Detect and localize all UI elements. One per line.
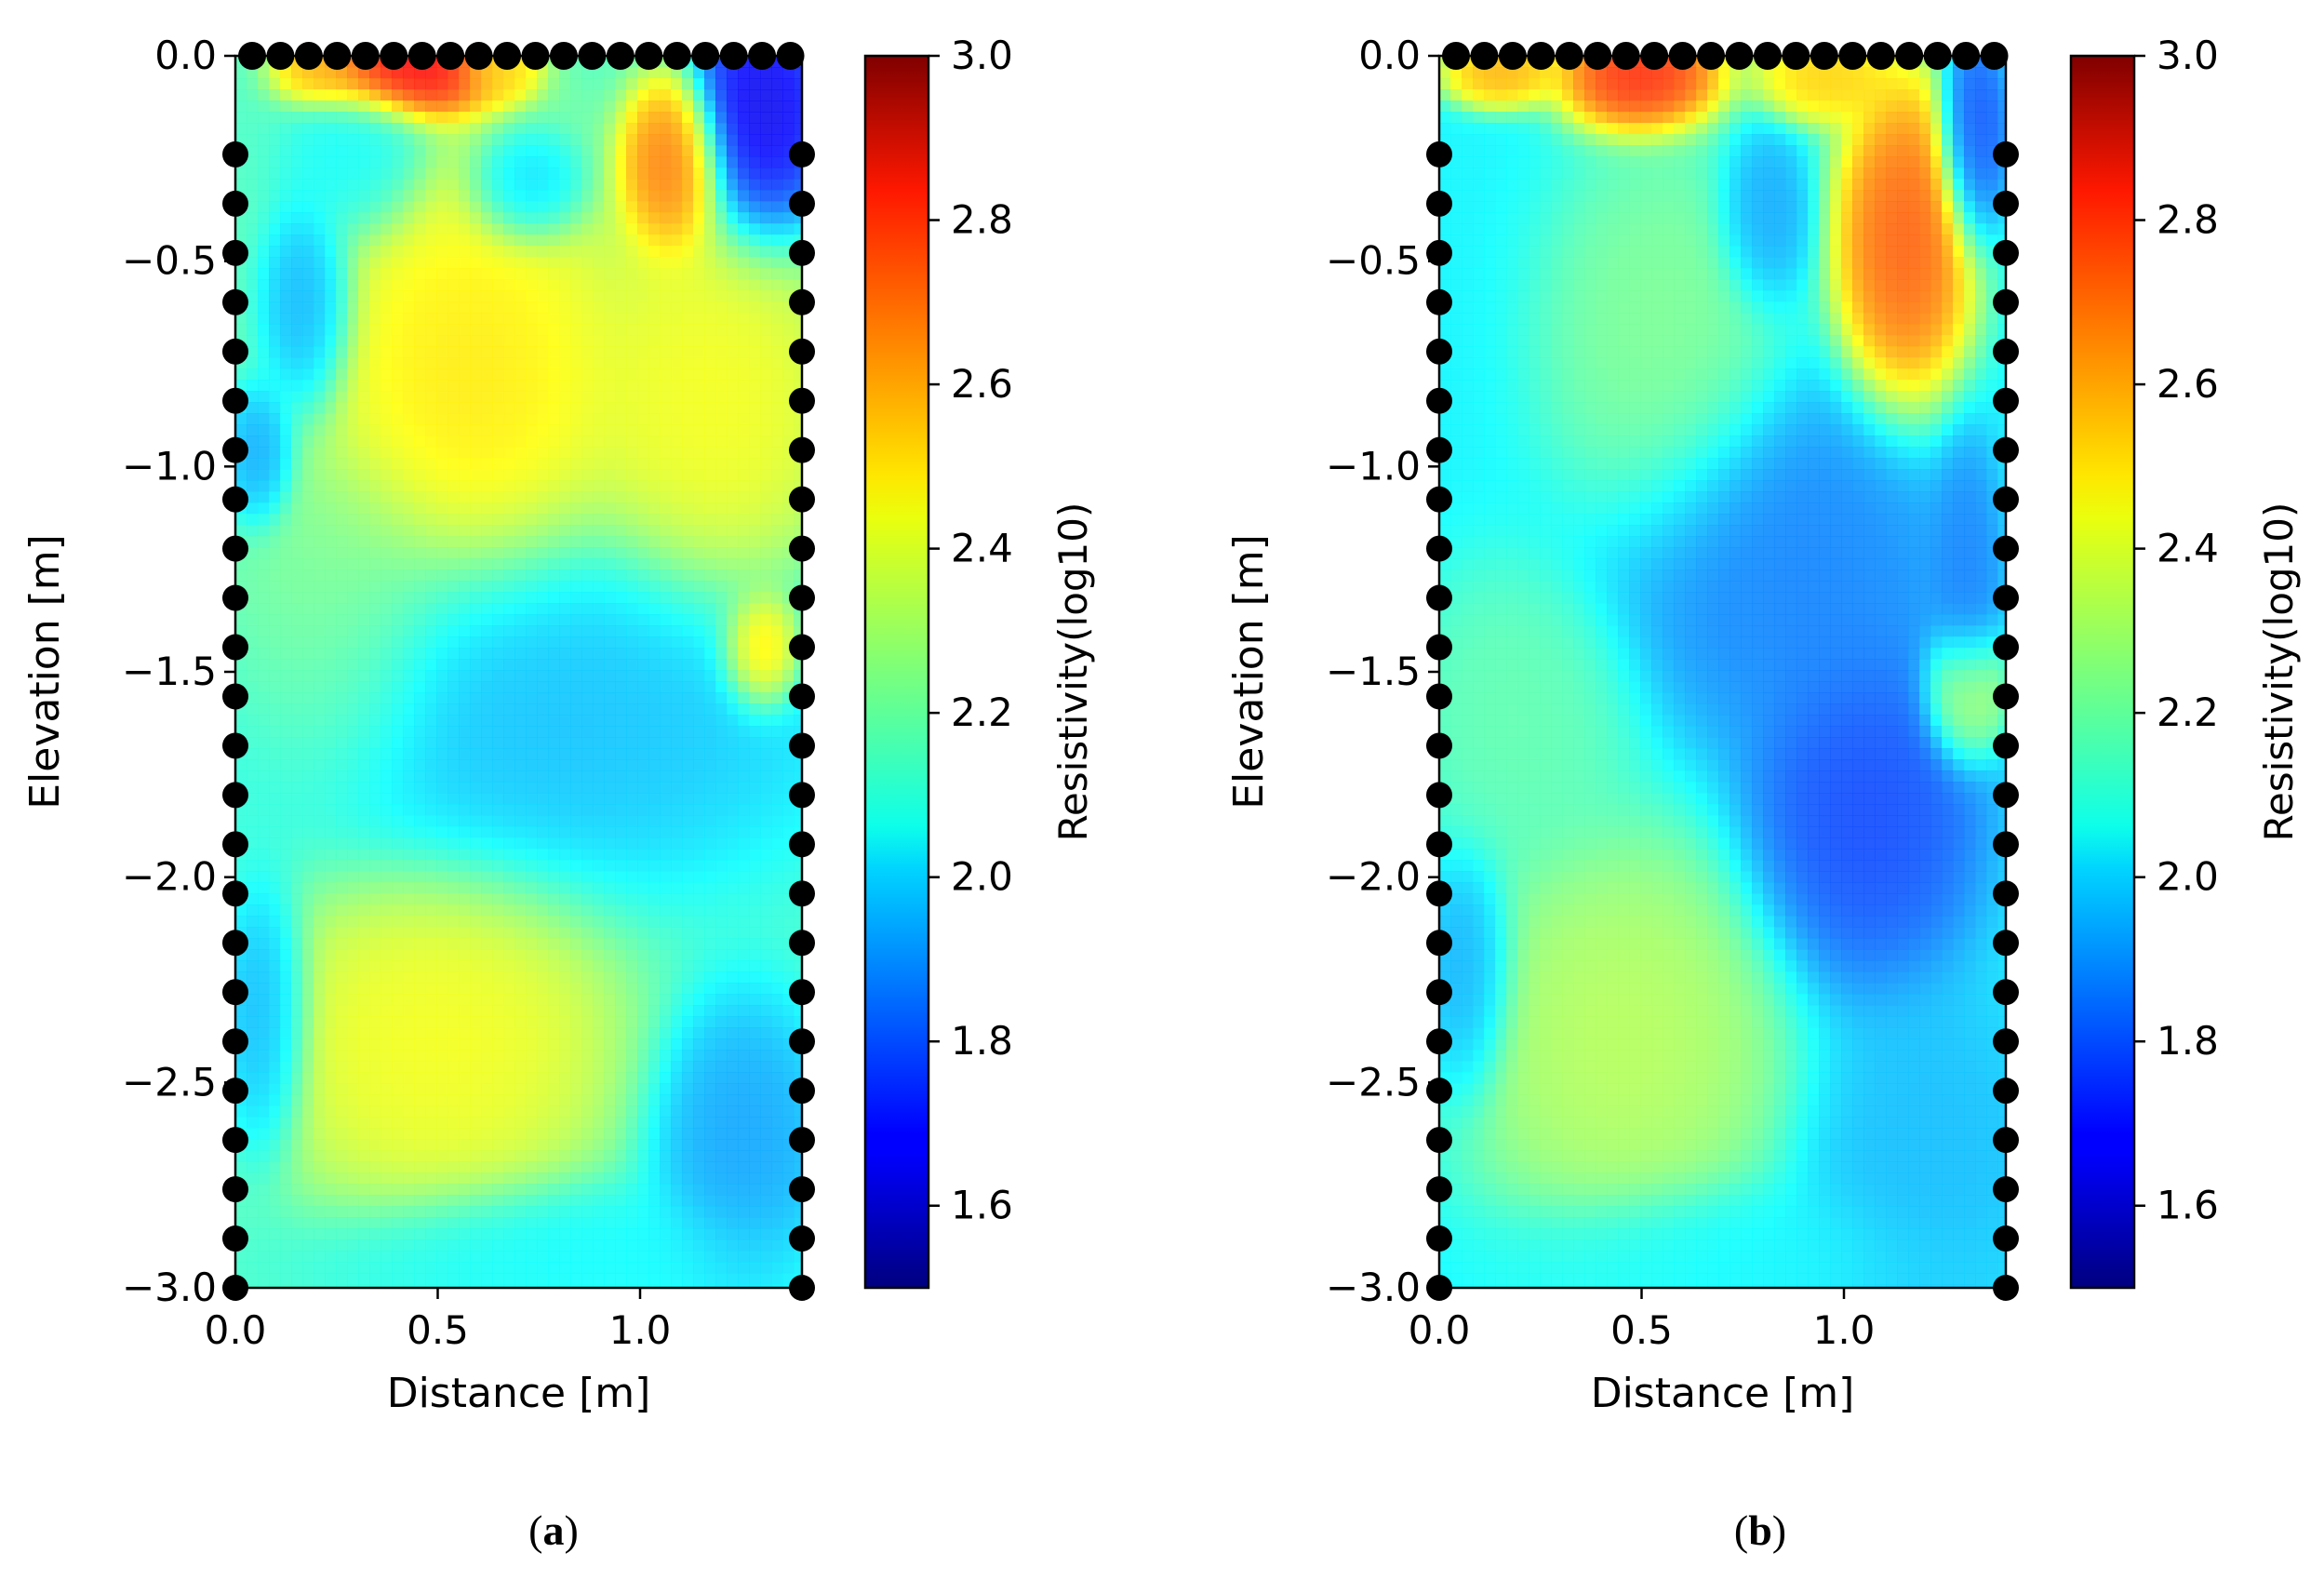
x-tick-label: 0.0 [205,1307,267,1353]
colorbar: 1.6 1.8 2.0 2.2 2.4 2.6 2.8 3.0 Resistivity(log1… [2069,33,2302,1290]
colorbar-gradient [863,54,930,1290]
colorbar-gradient [2069,54,2136,1290]
colorbar-tick-label: 2.4 [951,526,1013,571]
x-axis-label: Distance [m] [387,1370,651,1417]
y-axis-label: Elevation [m] [21,534,69,810]
y-tick-label: −1.5 [122,649,217,694]
colorbar-tick-label: 2.0 [951,854,1013,900]
colorbar-tick-label: 1.6 [951,1183,1013,1228]
y-tick-label: −3.0 [122,1265,217,1310]
x-tick-label: 0.0 [1409,1307,1471,1353]
panel-a: 0.0−0.5−1.0−1.5−2.0−2.5−3.00.0 0.5 1.0Dist… [21,33,1096,1417]
panel-b: 0.0−0.5−1.0−1.5−2.0−2.5−3.00.0 0.5 1.0Dist… [1225,33,2302,1417]
colorbar-tick-label: 2.8 [2157,197,2219,243]
colorbar-tick-label: 1.6 [2157,1183,2219,1228]
y-tick-label: −2.5 [122,1059,217,1105]
colorbar-tick-label: 3.0 [2157,33,2219,78]
colorbar-tick-label: 2.0 [2157,854,2219,900]
x-tick-label: 0.5 [407,1307,469,1353]
colorbar-label: Resistivity(log10) [1050,502,1096,842]
y-tick-label: −2.0 [1326,854,1421,900]
x-tick-label: 0.5 [1610,1307,1673,1353]
colorbar-tick-label: 2.4 [2157,526,2219,571]
colorbar-tick-label: 2.2 [2157,690,2219,735]
panel-caption-a: (a) [528,1506,579,1554]
y-tick-label: −0.5 [1326,238,1421,284]
colorbar-tick-label: 3.0 [951,33,1013,78]
y-axis-label: Elevation [m] [1225,534,1273,810]
colorbar-tick-label: 1.8 [2157,1018,2219,1064]
panel-caption-b: (b) [1733,1506,1787,1554]
y-tick-label: −1.5 [1326,649,1421,694]
y-tick-label: 0.0 [1358,33,1421,78]
x-axis-label: Distance [m] [1591,1370,1855,1417]
colorbar-tick-label: 2.8 [951,197,1013,243]
x-tick-label: 1.0 [1813,1307,1876,1353]
y-tick-label: −1.0 [122,443,217,489]
y-tick-label: −0.5 [122,238,217,284]
y-tick-label: −3.0 [1326,1265,1421,1310]
colorbar-tick-label: 2.6 [951,361,1013,407]
y-tick-label: −1.0 [1326,443,1421,489]
colorbar-tick-label: 2.6 [2157,361,2219,407]
x-tick-label: 1.0 [609,1307,672,1353]
colorbar: 1.6 1.8 2.0 2.2 2.4 2.6 2.8 3.0 Resistivity(log1… [863,33,1096,1290]
y-tick-label: 0.0 [154,33,217,78]
colorbar-label: Resistivity(log10) [2256,502,2302,842]
colorbar-tick-label: 1.8 [951,1018,1013,1064]
y-tick-label: −2.0 [122,854,217,900]
resistivity-field [1439,56,2006,1288]
colorbar-tick-label: 2.2 [951,690,1013,735]
y-tick-label: −2.5 [1326,1059,1421,1105]
